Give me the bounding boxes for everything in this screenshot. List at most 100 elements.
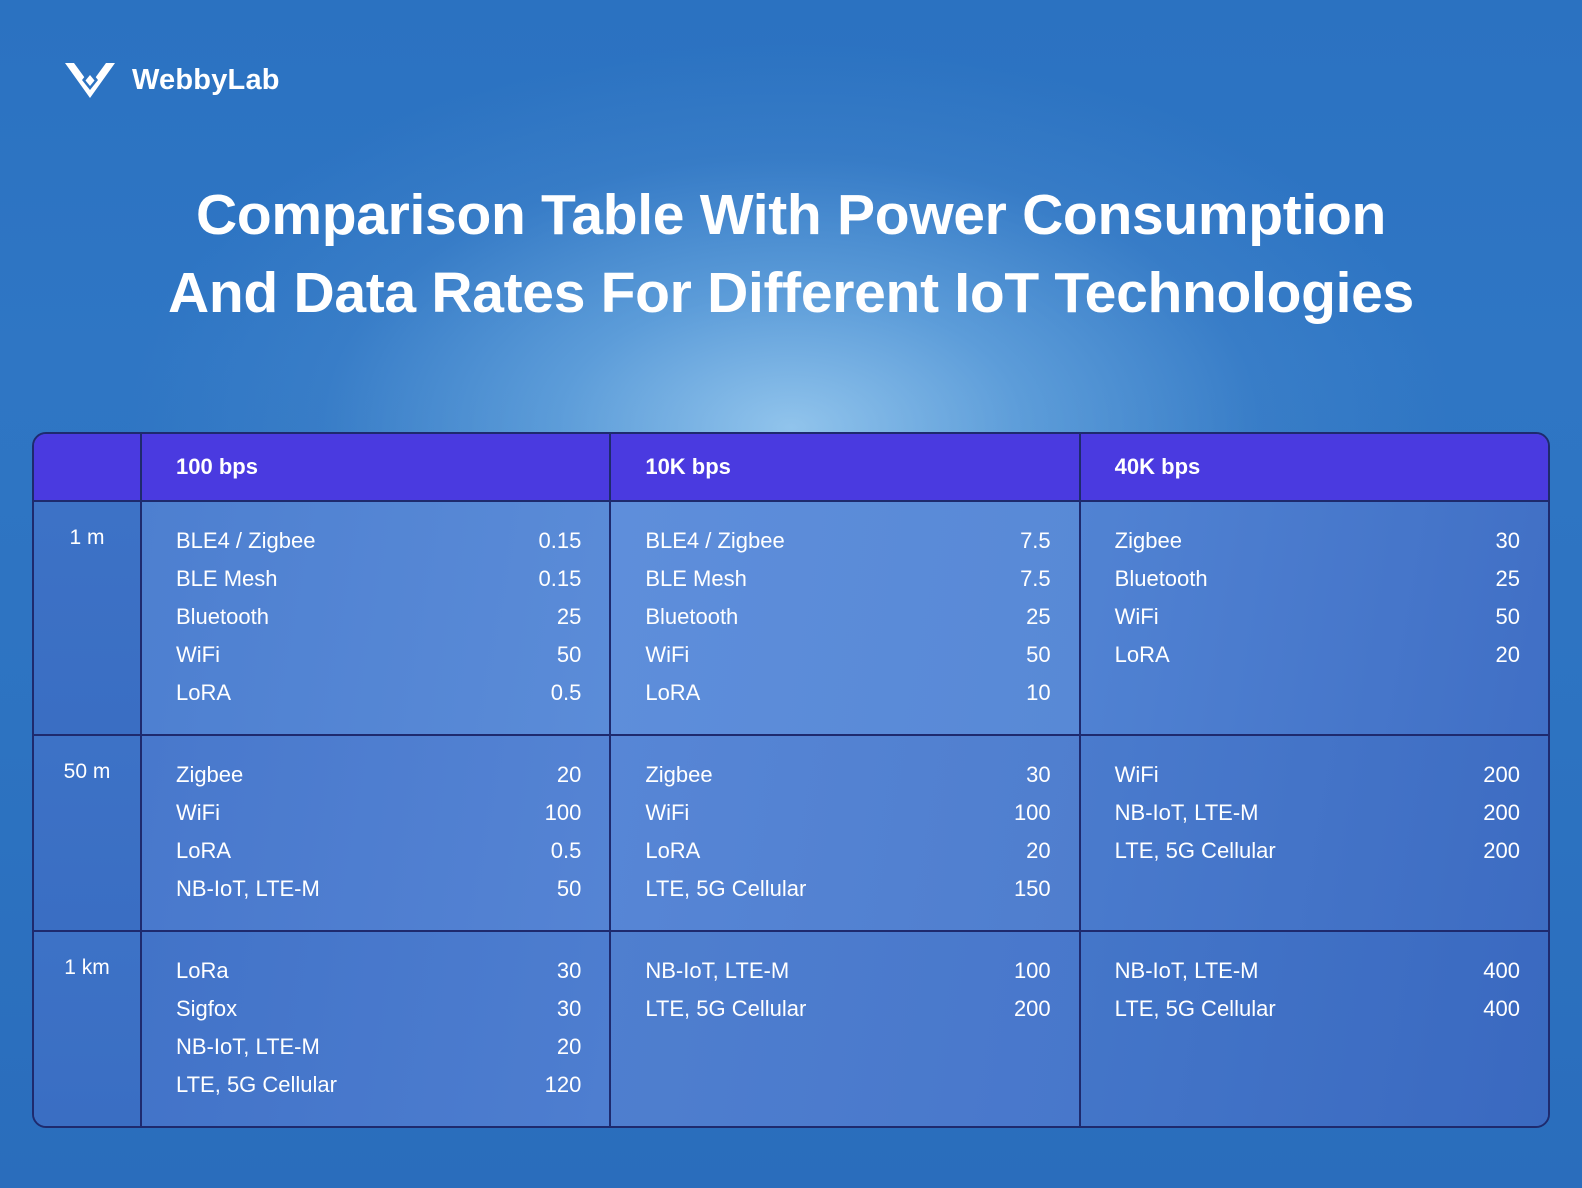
row-label: 1 m xyxy=(69,526,105,549)
entry-value: 120 xyxy=(544,1072,582,1097)
entry-name: WiFi xyxy=(1114,762,1159,787)
entry-value: 50 xyxy=(1495,604,1520,629)
entry-value: 400 xyxy=(1483,996,1520,1021)
cell-50m-100bps: Zigbee 20 WiFi 100 LoRA 0.5 NB-IoT, LTE-… xyxy=(142,736,610,930)
cell-1m-100bps: BLE4 / Zigbee 0.15 BLE Mesh 0.15 Bluetoo… xyxy=(142,502,610,734)
list-item: LTE, 5G Cellular 150 xyxy=(645,870,1050,908)
entry-name: LTE, 5G Cellular xyxy=(645,876,807,901)
entry-value: 200 xyxy=(1483,838,1520,863)
table-row: 1 km LoRa 30 Sigfox 30 NB-IoT, LTE-M 20 … xyxy=(34,930,1548,1126)
entry-name: Zigbee xyxy=(1114,528,1182,553)
comparison-table: 100 bps 10K bps 40K bps 1 m BLE4 / Zigbe… xyxy=(32,432,1550,1128)
table-row: 50 m Zigbee 20 WiFi 100 LoRA 0.5 NB-IoT,… xyxy=(34,734,1548,930)
webbylab-chevron-logo-icon xyxy=(65,63,115,98)
brand-logo: WebbyLab xyxy=(64,58,280,102)
entry-value: 25 xyxy=(1495,566,1520,591)
cell-1m-10kbps: BLE4 / Zigbee 7.5 BLE Mesh 7.5 Bluetooth… xyxy=(609,502,1079,734)
row-label-cell: 1 m xyxy=(34,502,142,734)
list-item: BLE4 / Zigbee 7.5 xyxy=(645,522,1050,560)
cell-1km-10kbps: NB-IoT, LTE-M 100 LTE, 5G Cellular 200 xyxy=(609,932,1079,1126)
entry-value: 30 xyxy=(1495,528,1520,553)
list-item: NB-IoT, LTE-M 100 xyxy=(645,952,1050,990)
entry-value: 0.5 xyxy=(550,838,582,863)
entry-value: 200 xyxy=(1483,800,1520,825)
entry-value: 20 xyxy=(556,1034,582,1059)
entry-value: 150 xyxy=(1013,876,1051,901)
entry-name: LTE, 5G Cellular xyxy=(1114,996,1276,1021)
entry-value: 100 xyxy=(1013,800,1051,825)
list-item: Zigbee 30 xyxy=(645,756,1050,794)
row-label-cell: 1 km xyxy=(34,932,142,1126)
entry-value: 10 xyxy=(1026,680,1051,705)
entry-value: 30 xyxy=(556,996,582,1021)
column-header-label: 40K bps xyxy=(1114,454,1201,479)
list-item: LTE, 5G Cellular 120 xyxy=(176,1066,581,1104)
cell-1km-40kbps: NB-IoT, LTE-M 400 LTE, 5G Cellular 400 xyxy=(1078,932,1548,1126)
brand-name: WebbyLab xyxy=(132,63,280,96)
page-title: Comparison Table With Power Consumption … xyxy=(168,183,1414,326)
cell-50m-40kbps: WiFi 200 NB-IoT, LTE-M 200 LTE, 5G Cellu… xyxy=(1078,736,1548,930)
table-header-row: 100 bps 10K bps 40K bps xyxy=(34,434,1548,500)
cell-50m-10kbps: Zigbee 30 WiFi 100 LoRA 20 LTE, 5G Cellu… xyxy=(609,736,1079,930)
entry-name: WiFi xyxy=(176,800,220,825)
entry-name: WiFi xyxy=(1114,604,1159,629)
entry-name: NB-IoT, LTE-M xyxy=(1114,958,1259,983)
list-item: WiFi 100 xyxy=(645,794,1050,832)
list-item: WiFi 50 xyxy=(176,636,581,674)
row-label: 50 m xyxy=(63,760,111,783)
entry-value: 100 xyxy=(544,800,582,825)
entry-value: 100 xyxy=(1013,958,1051,983)
entry-name: LTE, 5G Cellular xyxy=(645,996,807,1021)
entry-value: 7.5 xyxy=(1020,566,1051,591)
list-item: WiFi 50 xyxy=(645,636,1050,674)
list-item: BLE Mesh 0.15 xyxy=(176,560,581,598)
list-item: Bluetooth 25 xyxy=(645,598,1050,636)
list-item: LTE, 5G Cellular 200 xyxy=(1115,832,1520,870)
entry-name: BLE4 / Zigbee xyxy=(176,528,316,553)
row-label: 1 km xyxy=(64,956,110,979)
entry-value: 20 xyxy=(1495,642,1520,667)
entry-name: NB-IoT, LTE-M xyxy=(645,958,790,983)
entry-value: 20 xyxy=(556,762,582,787)
list-item: NB-IoT, LTE-M 400 xyxy=(1115,952,1520,990)
entry-value: 0.5 xyxy=(550,680,582,705)
list-item: Bluetooth 25 xyxy=(1115,560,1520,598)
list-item: WiFi 100 xyxy=(176,794,581,832)
header-corner-cell xyxy=(34,434,142,500)
list-item: LoRA 20 xyxy=(645,832,1050,870)
list-item: WiFi 200 xyxy=(1115,756,1520,794)
column-header-100bps: 100 bps xyxy=(142,434,610,500)
list-item: LoRA 0.5 xyxy=(176,674,581,712)
entry-value: 0.15 xyxy=(538,528,582,553)
entry-value: 25 xyxy=(556,604,582,629)
cell-1km-100bps: LoRa 30 Sigfox 30 NB-IoT, LTE-M 20 LTE, … xyxy=(142,932,610,1126)
entry-value: 0.15 xyxy=(538,566,582,591)
entry-name: LTE, 5G Cellular xyxy=(1114,838,1276,863)
list-item: Zigbee 30 xyxy=(1115,522,1520,560)
entry-name: Sigfox xyxy=(176,996,238,1021)
entry-value: 50 xyxy=(556,876,582,901)
entry-value: 25 xyxy=(1026,604,1051,629)
entry-value: 200 xyxy=(1483,762,1520,787)
entry-name: WiFi xyxy=(645,800,690,825)
entry-name: NB-IoT, LTE-M xyxy=(176,876,320,901)
entry-name: BLE Mesh xyxy=(176,566,278,591)
list-item: Zigbee 20 xyxy=(176,756,581,794)
cell-1m-40kbps: Zigbee 30 Bluetooth 25 WiFi 50 LoRA 20 xyxy=(1078,502,1548,734)
list-item: BLE Mesh 7.5 xyxy=(645,560,1050,598)
entry-value: 7.5 xyxy=(1020,528,1051,553)
entry-name: Bluetooth xyxy=(645,604,739,629)
entry-value: 30 xyxy=(556,958,582,983)
column-header-label: 100 bps xyxy=(176,454,258,479)
entry-name: BLE Mesh xyxy=(645,566,747,591)
entry-name: LoRA xyxy=(645,680,701,705)
list-item: NB-IoT, LTE-M 50 xyxy=(176,870,581,908)
entry-value: 50 xyxy=(556,642,582,667)
entry-value: 200 xyxy=(1013,996,1051,1021)
entry-value: 400 xyxy=(1483,958,1520,983)
table-row: 1 m BLE4 / Zigbee 0.15 BLE Mesh 0.15 Blu… xyxy=(34,500,1548,734)
entry-name: BLE4 / Zigbee xyxy=(645,528,785,553)
entry-name: Bluetooth xyxy=(1114,566,1208,591)
entry-name: Zigbee xyxy=(645,762,713,787)
